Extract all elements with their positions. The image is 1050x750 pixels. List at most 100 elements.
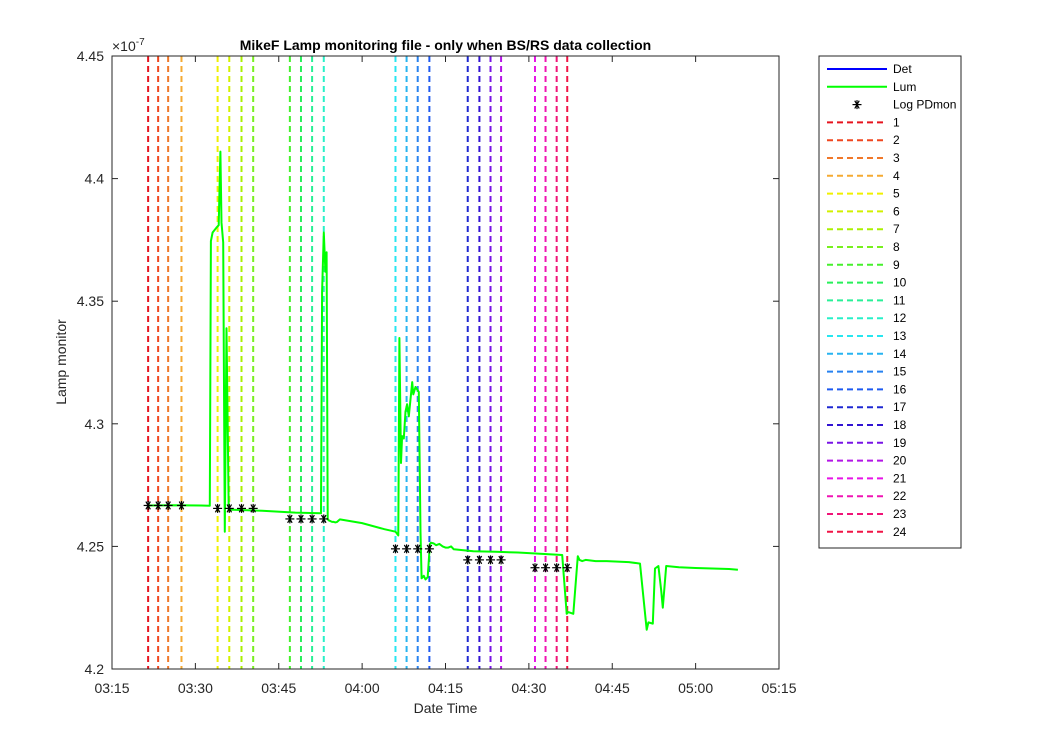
marker-log-pdmon (530, 563, 540, 573)
marker-log-pdmon (285, 514, 295, 524)
legend-entry-lum: Lum (827, 80, 916, 94)
legend-label: 17 (893, 400, 907, 414)
legend-label: 7 (893, 222, 900, 236)
y-exponent-label: ×10-7 (112, 37, 145, 54)
y-tick-label: 4.2 (85, 661, 105, 677)
legend-entry-14: 14 (827, 347, 907, 361)
marker-log-pdmon (474, 555, 484, 565)
legend-label: 19 (893, 436, 907, 450)
x-axis-label: Date Time (414, 700, 478, 716)
marker-log-pdmon (562, 563, 572, 573)
legend-entry-19: 19 (827, 436, 907, 450)
legend-label: Log PDmon (893, 98, 956, 112)
ticks-layer: 03:15 03:30 03:45 04:00 04:15 04:30 04:45 05:00… (77, 48, 797, 696)
y-exponent-base: ×10 (112, 38, 136, 54)
legend-label: 16 (893, 382, 907, 396)
legend-label: 20 (893, 454, 907, 468)
x-tick-label: 04:30 (511, 680, 546, 696)
legend-label: 12 (893, 311, 907, 325)
chart-title: MikeF Lamp monitoring file - only when B… (240, 37, 651, 53)
markers-layer (143, 500, 572, 573)
legend-entry-22: 22 (827, 489, 907, 503)
y-tick-label: 4.35 (77, 293, 104, 309)
legend-label: 3 (893, 151, 900, 165)
legend-entry-17: 17 (827, 400, 907, 414)
marker-log-pdmon (296, 514, 306, 524)
legend-entry-24: 24 (827, 525, 907, 539)
legend-label: 5 (893, 187, 900, 201)
legend-label: 2 (893, 133, 900, 147)
y-tick-label: 4.4 (85, 171, 105, 187)
marker-log-pdmon (153, 500, 163, 510)
legend-label: 1 (893, 115, 900, 129)
marker-log-pdmon (402, 544, 412, 554)
x-tick-label: 03:15 (94, 680, 129, 696)
legend-entry-20: 20 (827, 454, 907, 468)
legend-entry-log-pdmon: Log PDmon (852, 98, 956, 112)
legend-entry-12: 12 (827, 311, 907, 325)
legend-entry-9: 9 (827, 258, 900, 272)
marker-log-pdmon (463, 555, 473, 565)
legend-label: 8 (893, 240, 900, 254)
marker-log-pdmon (224, 503, 234, 513)
marker-log-pdmon (413, 544, 423, 554)
marker-log-pdmon (496, 555, 506, 565)
legend-label: 14 (893, 347, 907, 361)
marker-log-pdmon (213, 503, 223, 513)
legend-entry-2: 2 (827, 133, 900, 147)
legend-label: 23 (893, 507, 907, 521)
legend-entry-23: 23 (827, 507, 907, 521)
y-tick-label: 4.25 (77, 538, 104, 554)
marker-log-pdmon (552, 563, 562, 573)
marker-log-pdmon (424, 544, 434, 554)
x-tick-label: 05:00 (678, 680, 713, 696)
y-exponent-power: -7 (136, 37, 145, 48)
legend-entry-11: 11 (827, 293, 906, 307)
x-tick-label: 05:15 (761, 680, 796, 696)
legend-label: 13 (893, 329, 907, 343)
legend-label: 24 (893, 525, 907, 539)
legend-entry-18: 18 (827, 418, 907, 432)
legend-entry-6: 6 (827, 204, 900, 218)
series-layer (148, 150, 738, 631)
marker-log-pdmon (248, 503, 258, 513)
legend-entry-1: 1 (827, 115, 900, 129)
plot-area (112, 56, 779, 669)
legend-entry-3: 3 (827, 151, 900, 165)
legend-label: Det (893, 62, 912, 76)
legend-label: 21 (893, 471, 907, 485)
y-tick-label: 4.3 (85, 416, 105, 432)
x-tick-label: 04:45 (595, 680, 630, 696)
legend-label: 22 (893, 489, 907, 503)
x-tick-label: 03:30 (178, 680, 213, 696)
y-tick-label: 4.45 (77, 48, 104, 64)
x-tick-label: 04:00 (345, 680, 380, 696)
legend-entry-8: 8 (827, 240, 900, 254)
legend-entry-4: 4 (827, 169, 900, 183)
legend-label: 4 (893, 169, 900, 183)
legend-label: 6 (893, 204, 900, 218)
legend-entry-21: 21 (827, 471, 907, 485)
marker-log-pdmon (163, 500, 173, 510)
y-axis-label: Lamp monitor (53, 319, 69, 405)
legend-label: 10 (893, 276, 907, 290)
legend-entry-7: 7 (827, 222, 900, 236)
marker-log-pdmon (143, 500, 153, 510)
marker-log-pdmon (541, 563, 551, 573)
legend-entry-5: 5 (827, 187, 900, 201)
legend-box (818, 55, 962, 549)
marker-log-pdmon (307, 514, 317, 524)
marker-log-pdmon (176, 500, 186, 510)
x-tick-label: 03:45 (261, 680, 296, 696)
marker-log-pdmon (237, 503, 247, 513)
marker-log-pdmon (486, 555, 496, 565)
legend-label: Lum (893, 80, 916, 94)
legend-label: 11 (893, 293, 906, 307)
legend-entry-13: 13 (827, 329, 907, 343)
legend-entry-16: 16 (827, 382, 907, 396)
legend-label: 18 (893, 418, 907, 432)
legend-label: 9 (893, 258, 900, 272)
